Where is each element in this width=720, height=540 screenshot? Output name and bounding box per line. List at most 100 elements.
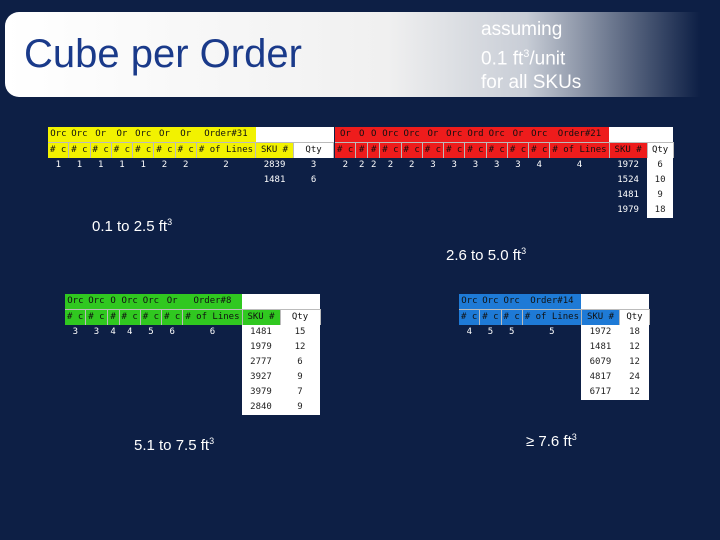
order-header: Or: [90, 127, 112, 143]
qty-cell: 6: [647, 158, 674, 173]
table-row: 3979 7: [65, 385, 321, 400]
line-count-header: # c: [486, 142, 508, 158]
order-header: Or: [161, 294, 183, 310]
qty-header: Qty: [280, 309, 321, 325]
sku-header: SKU #: [242, 309, 281, 325]
empty-cell: [255, 127, 294, 143]
sku-cell: 1979: [617, 205, 639, 215]
lines-header: # of Lines: [196, 142, 257, 158]
line-count: 2: [342, 160, 349, 170]
order-header: Or: [335, 127, 356, 143]
lines-header: # of Lines: [549, 142, 610, 158]
sku-cell: 2840: [242, 400, 281, 415]
sku-cell: 3927: [242, 370, 281, 385]
range-label-large: 5.1 to 7.5 ft3: [134, 436, 215, 454]
sku-cell: 2839: [263, 160, 286, 170]
line-count-header: # c: [443, 142, 466, 158]
order-header: Orc: [85, 294, 108, 310]
sku-cell: 1972: [617, 160, 639, 170]
qty-cell: 18: [619, 325, 650, 340]
assumption-line-1: assuming: [481, 19, 563, 40]
order-header: Orc: [68, 127, 91, 143]
order-header: Orc: [528, 127, 550, 143]
order-header: O: [367, 127, 380, 143]
qty-cell: 24: [619, 370, 650, 385]
line-count-header: # c: [140, 309, 163, 325]
order-table-large: Orc Orc O Orc Orc Or Order#8 # c # c # #…: [65, 294, 321, 415]
table-row: 2 2 2 2 2 3 3 3 3 3 4 4 1972 6: [335, 158, 674, 173]
order-header: Ord: [464, 127, 487, 143]
sku-cell: 1481: [242, 325, 281, 340]
line-count: 4: [576, 160, 583, 170]
line-count: 5: [487, 327, 494, 337]
empty-cell: [280, 294, 321, 310]
header-row: Orc Orc Or Or Orc Or Or Order#31: [48, 127, 334, 143]
subheader-row: # c # # # c # c # c # c # c # c # c # c …: [335, 142, 674, 158]
lines-header: # of Lines: [182, 309, 243, 325]
line-count-header: # c: [111, 142, 134, 158]
order-header: Or: [422, 127, 444, 143]
order-header: Orc: [459, 294, 480, 310]
page-title: Cube per Order: [24, 32, 302, 76]
table-row: 1979 12: [65, 340, 321, 355]
sku-cell: 1972: [581, 325, 620, 340]
line-count: 6: [169, 327, 175, 337]
line-count-header: # c: [153, 142, 176, 158]
title-banner: [5, 12, 700, 97]
table-row: 2840 9: [65, 400, 321, 415]
line-count: 1: [76, 160, 83, 170]
line-count: 6: [209, 327, 216, 337]
table-row: 2777 6: [65, 355, 321, 370]
qty-cell: 18: [647, 203, 674, 218]
line-count-header: # c: [335, 142, 357, 158]
line-count: 1: [55, 160, 62, 170]
line-count-header: # c: [161, 309, 184, 325]
table-row: 1481 9: [335, 188, 674, 203]
line-count-header: # c: [464, 142, 487, 158]
subheader-row: # c # c # c # c # c # c # c # of Lines S…: [48, 142, 335, 158]
line-count-header: # c: [528, 142, 551, 158]
line-count: 3: [515, 160, 521, 170]
line-count: 5: [549, 327, 555, 337]
line-count: 4: [466, 327, 473, 337]
header-row: Orc Orc Orc Order#14: [459, 294, 650, 310]
order-header: Orc: [479, 294, 502, 310]
sku-header: SKU #: [609, 142, 648, 158]
line-count-header: # c: [401, 142, 423, 158]
line-count: 2: [161, 160, 168, 170]
empty-cell: [647, 127, 674, 143]
empty-cell: [609, 127, 648, 143]
line-count: 5: [148, 327, 154, 337]
order-header: Order#14: [522, 294, 582, 310]
subheader-row: # c # c # # c # c # c # of Lines SKU # Q…: [65, 309, 321, 325]
line-count: 1: [97, 160, 104, 170]
sku-cell: 1481: [581, 340, 620, 355]
sku-cell: 2777: [242, 355, 281, 370]
table-row: 3927 9: [65, 370, 321, 385]
range-label-small: 0.1 to 2.5 ft3: [92, 217, 173, 235]
line-count: 4: [126, 327, 133, 337]
line-count: 2: [371, 160, 377, 170]
line-count: 2: [223, 160, 229, 170]
table-row: 4 5 5 5 1972 18: [459, 325, 650, 340]
line-count: 3: [72, 327, 79, 337]
order-header: Orc: [443, 127, 465, 143]
line-count-header: # c: [422, 142, 445, 158]
sku-header: SKU #: [581, 309, 620, 325]
sku-cell: 4817: [581, 370, 620, 385]
qty-cell: 3: [310, 160, 317, 170]
qty-header: Qty: [293, 142, 335, 158]
line-count-header: # c: [175, 142, 197, 158]
table-row: 1524 10: [335, 173, 674, 188]
line-count: 1: [119, 160, 125, 170]
table-row: 1481 6: [48, 173, 334, 188]
sku-cell: 3979: [242, 385, 281, 400]
line-count: 5: [508, 327, 515, 337]
line-count-header: # c: [459, 309, 481, 325]
line-count-header: #: [355, 142, 369, 158]
table-row: 6079 12: [459, 355, 650, 370]
line-count-header: #: [107, 309, 120, 325]
line-count: 3: [430, 160, 436, 170]
order-header: Orc: [379, 127, 402, 143]
qty-cell: 9: [280, 400, 321, 415]
